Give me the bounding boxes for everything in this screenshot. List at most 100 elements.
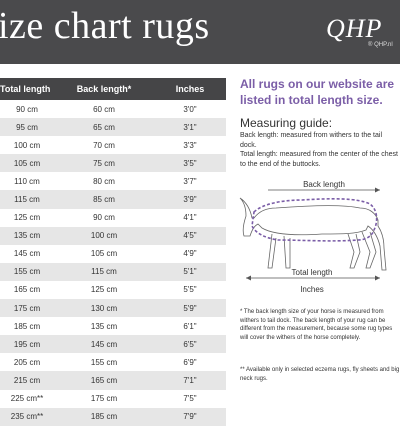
qhp-logo: QHP ® QHP.nl: [326, 8, 400, 56]
back-length-description: Back length: measured from withers to th…: [240, 132, 383, 149]
inches-cell: 3'1": [183, 122, 197, 132]
back-length-cell: 60 cm: [93, 104, 115, 114]
table-row: 215 cm 165 cm 7'1": [0, 371, 226, 390]
total-length-arrowhead-left: [246, 275, 251, 281]
back-length-cell: 145 cm: [90, 339, 118, 349]
inches-cell: 3'3": [183, 140, 197, 150]
back-length-cell: 90 cm: [93, 213, 115, 223]
back-length-cell: 115 cm: [91, 267, 117, 277]
total-length-cell: 175 cm: [13, 303, 41, 313]
total-length-cell: 165 cm: [13, 285, 41, 295]
logo-text: QHP: [326, 14, 383, 43]
inches-cell: 7'1": [183, 375, 197, 385]
total-length-cell: 110 cm: [14, 176, 40, 186]
back-length-cell: 175 cm: [90, 394, 118, 404]
inches-cell: 5'1": [183, 267, 197, 277]
table-row: 185 cm 135 cm 6'1": [0, 317, 226, 336]
back-length-cell: 130 cm: [90, 303, 118, 313]
back-length-cell: 100 cm: [90, 231, 118, 241]
back-length-cell: 65 cm: [93, 122, 115, 132]
inches-cell: 6'9": [183, 357, 197, 367]
table-row: 105 cm 75 cm 3'5": [0, 154, 226, 173]
total-length-cell: 135 cm: [13, 231, 41, 241]
table-header: Total length Back length* Inches: [0, 78, 226, 100]
total-length-cell: 115 cm: [14, 195, 40, 205]
header-back-length: Back length*: [76, 84, 132, 94]
table-row: 165 cm 125 cm 5'5": [0, 280, 226, 300]
horse-front-leg: [267, 233, 277, 269]
back-length-cell: 75 cm: [93, 158, 115, 168]
horse-hind-leg-2: [361, 231, 377, 269]
table-row: 90 cm 60 cm 3'0": [0, 100, 226, 119]
back-length-cell: 165 cm: [90, 375, 118, 385]
total-length-cell: 145 cm: [13, 249, 41, 259]
total-length-arrowhead: [375, 275, 380, 281]
back-length-cell: 105 cm: [90, 249, 118, 259]
table-row: 235 cm** 185 cm 7'9": [0, 407, 226, 426]
header-inches: Inches: [175, 84, 205, 94]
total-length-cell: 100 cm: [13, 140, 41, 150]
size-table: Total length Back length* Inches 90 cm 60…: [0, 78, 226, 426]
inches-cell: 4'9": [183, 249, 197, 259]
inches-cell: 3'9": [183, 195, 197, 205]
back-length-cell: 80 cm: [93, 176, 115, 186]
table-row: 110 cm 80 cm 3'7": [0, 172, 226, 191]
table-row: 95 cm 65 cm 3'1": [0, 118, 226, 137]
inches-cell: 4'5": [183, 231, 197, 241]
table-row: 125 cm 90 cm 4'1": [0, 208, 226, 227]
horse-measurement-diagram: Back length Total length Inches: [239, 180, 387, 294]
inches-cell: 3'5": [183, 158, 197, 168]
inches-cell: 6'1": [183, 321, 197, 331]
inches-label: Inches: [300, 285, 324, 294]
horse-front-leg-2: [283, 235, 291, 269]
back-length-arrowhead: [375, 187, 380, 193]
table-row: 145 cm 105 cm 4'9": [0, 244, 226, 263]
table-row: 175 cm 130 cm 5'9": [0, 299, 226, 318]
table-row: 115 cm 85 cm 3'9": [0, 190, 226, 209]
total-length-description: Total length: measured from the center o…: [240, 151, 398, 168]
total-length-cell: 155 cm: [13, 267, 41, 277]
back-length-cell: 70 cm: [93, 140, 115, 150]
total-length-cell: 105 cm: [13, 158, 41, 168]
inches-cell: 4'1": [183, 213, 197, 223]
total-length-cell: 125 cm: [13, 213, 41, 223]
info-panel: All rugs on our website are listed in to…: [240, 76, 400, 108]
page-title: ize chart rugs: [0, 5, 210, 47]
horse-body-outline: [239, 197, 387, 271]
measuring-guide-title: Measuring guide:: [240, 116, 333, 130]
total-length-cell: 215 cm: [13, 375, 41, 385]
page-header: ize chart rugs QHP ® QHP.nl: [0, 0, 400, 64]
table-row: 205 cm 155 cm 6'9": [0, 353, 226, 372]
back-length-label: Back length: [303, 180, 345, 189]
inches-cell: 6'5": [183, 339, 197, 349]
table-row: 195 cm 145 cm 6'5": [0, 335, 226, 354]
inches-cell: 7'5": [183, 394, 197, 404]
inches-cell: 3'7": [183, 176, 197, 186]
total-length-cell: 185 cm: [13, 321, 41, 331]
total-length-label: Total length: [292, 268, 333, 277]
horse-hind-leg: [347, 233, 361, 269]
inches-cell: 5'5": [183, 285, 197, 295]
back-length-cell: 125 cm: [90, 285, 118, 295]
inches-cell: 7'9": [183, 412, 197, 422]
total-length-cell: 205 cm: [13, 357, 41, 367]
back-length-cell: 85 cm: [93, 195, 115, 205]
back-length-footnote: * The back length size of your horse is …: [240, 309, 393, 341]
availability-footnote: ** Available only in selected eczema rug…: [240, 367, 400, 382]
back-length-cell: 155 cm: [90, 357, 118, 367]
table-row: 155 cm 115 cm 5'1": [0, 262, 226, 281]
total-length-cell: 195 cm: [13, 339, 41, 349]
total-length-note: All rugs on our website are listed in to…: [240, 77, 395, 107]
total-length-cell: 90 cm: [16, 104, 38, 114]
header-total-length: Total length: [0, 84, 51, 94]
inches-cell: 5'9": [183, 303, 197, 313]
rug-outline: [251, 198, 378, 242]
total-length-cell: 225 cm**: [10, 394, 44, 404]
inches-cell: 3'0": [183, 104, 197, 114]
table-row: 225 cm** 175 cm 7'5": [0, 389, 226, 408]
measuring-guide-text: Back length: measured from withers to th…: [240, 131, 400, 169]
back-length-cell: 185 cm: [90, 412, 118, 422]
table-row: 135 cm 100 cm 4'5": [0, 226, 226, 245]
total-length-cell: 235 cm**: [10, 412, 44, 422]
table-row: 100 cm 70 cm 3'3": [0, 136, 226, 155]
